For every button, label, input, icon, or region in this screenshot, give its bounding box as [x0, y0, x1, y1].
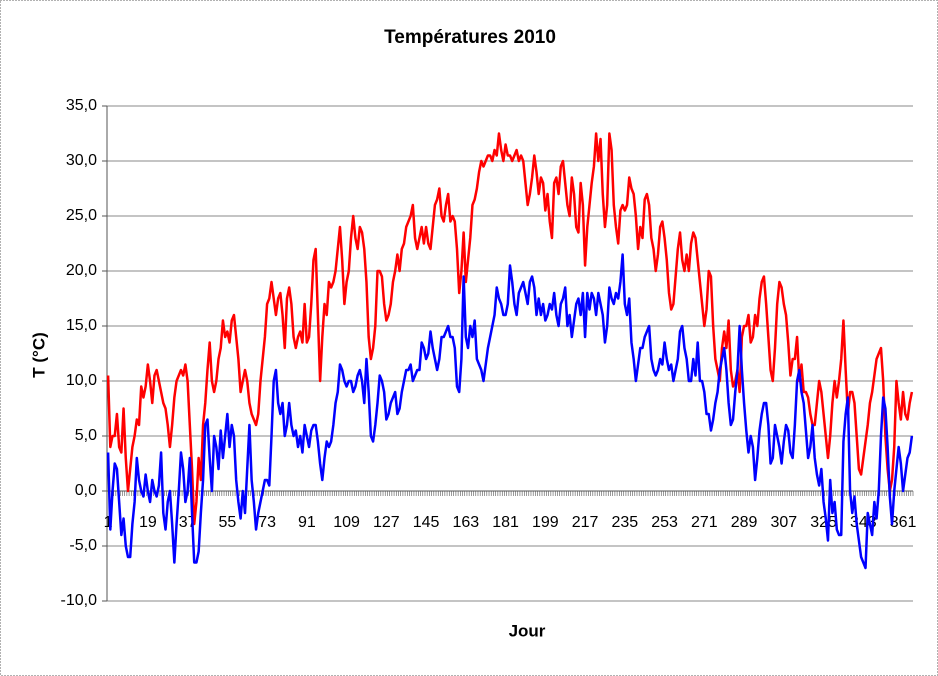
x-tick-label: 253 — [651, 514, 678, 531]
y-tick-label: 30,0 — [66, 152, 97, 169]
x-tick-label: 1 — [104, 514, 113, 531]
x-tick-label: 19 — [139, 514, 157, 531]
x-tick-label: 217 — [572, 514, 599, 531]
y-tick-label: 0,0 — [75, 482, 97, 499]
x-tick-label: 145 — [413, 514, 440, 531]
y-tick-label: 10,0 — [66, 372, 97, 389]
y-tick-label: 20,0 — [66, 262, 97, 279]
y-axis-label: T (°C) — [29, 332, 48, 378]
x-tick-label: 307 — [770, 514, 797, 531]
x-tick-label: 181 — [492, 514, 519, 531]
x-tick-label: 235 — [611, 514, 638, 531]
y-tick-label: 5,0 — [75, 427, 97, 444]
x-tick-label: 109 — [333, 514, 360, 531]
x-tick-label: 325 — [810, 514, 837, 531]
y-tick-label: -5,0 — [69, 537, 97, 554]
x-tick-label: 199 — [532, 514, 559, 531]
series-line — [106, 132, 914, 526]
x-axis-label: Jour — [509, 621, 546, 640]
y-tick-label: 25,0 — [66, 207, 97, 224]
x-tick-label: 289 — [731, 514, 758, 531]
x-tick-label: 127 — [373, 514, 400, 531]
y-tick-label: -10,0 — [61, 592, 98, 609]
x-tick-label: 361 — [890, 514, 917, 531]
y-tick-label: 15,0 — [66, 317, 97, 334]
y-tick-label: 35,0 — [66, 97, 97, 114]
x-tick-label: 91 — [298, 514, 316, 531]
x-tick-label: 55 — [218, 514, 236, 531]
series-line — [106, 253, 914, 570]
x-tick-label: 271 — [691, 514, 718, 531]
x-tick-label: 163 — [452, 514, 479, 531]
x-tick-label: 73 — [258, 514, 276, 531]
chart-title: Températures 2010 — [384, 27, 556, 48]
